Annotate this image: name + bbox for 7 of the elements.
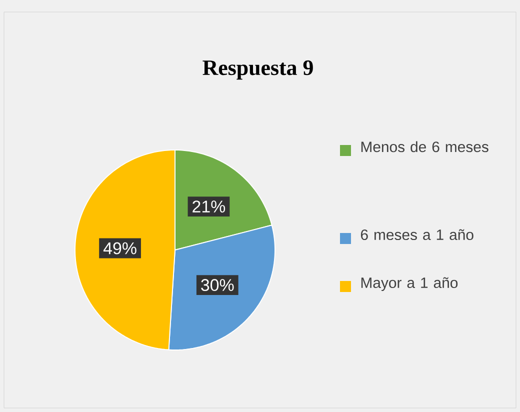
legend-label: Menos de 6 meses xyxy=(361,141,488,152)
data-label: 49% xyxy=(103,242,136,254)
chart-title: Respuesta 9 xyxy=(202,60,313,80)
legend-label: Mayor a 1 año xyxy=(361,277,458,292)
data-label: 30% xyxy=(201,279,234,292)
legend-label: 6 meses a 1 año xyxy=(360,229,474,240)
data-label: 21% xyxy=(192,200,226,212)
